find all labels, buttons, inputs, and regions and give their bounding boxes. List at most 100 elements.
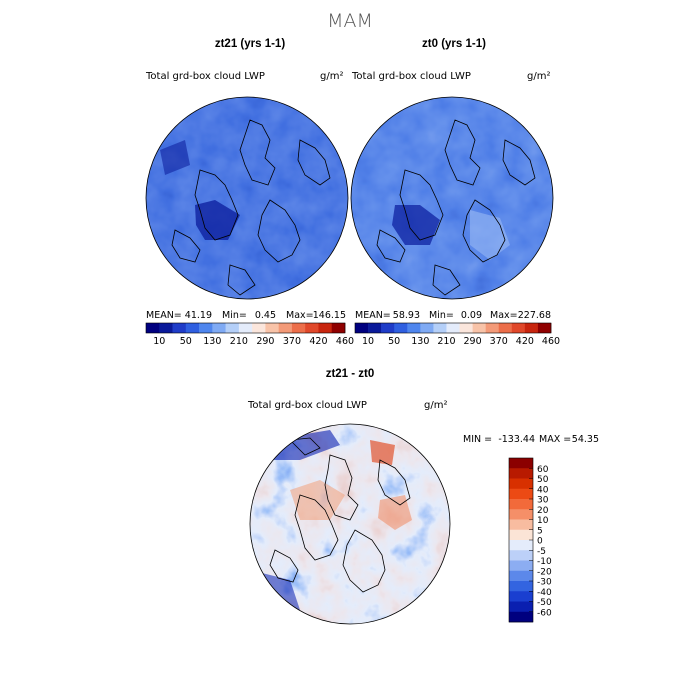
panel1-mean: 41.19: [185, 310, 212, 321]
colorbar-tick-label: -20: [537, 567, 552, 577]
colorbar-tick-label: 460: [336, 336, 354, 347]
colorbar-swatch: [509, 591, 533, 602]
colorbar-tick-label: 290: [464, 336, 482, 347]
colorbar-swatch: [265, 323, 279, 333]
panel2-coastlines: [376, 119, 536, 296]
panel1-units: g/m²: [320, 71, 343, 82]
panel3-subtitle: Total grd-box cloud LWP: [247, 400, 367, 411]
panel2-subtitle: Total grd-box cloud LWP: [351, 71, 471, 82]
panel3-map-border: [249, 423, 451, 625]
panel-zt21: zt21 (yrs 1-1) Total grd-box cloud LWP g…: [145, 38, 354, 347]
colorbar-swatch: [433, 323, 447, 333]
colorbar-swatch: [485, 323, 500, 333]
colorbar-swatch: [509, 611, 533, 623]
panel-difference: zt21 - zt0 Total grd-box cloud LWP g/m² …: [247, 368, 599, 625]
panel2-mean-label: MEAN=: [355, 310, 391, 321]
panel2-title: zt0 (yrs 1-1): [422, 38, 486, 50]
panel3-coastlines: [269, 437, 411, 593]
colorbar-swatch: [185, 323, 200, 333]
colorbar-tick-label: 50: [180, 336, 192, 347]
panel2-light-region: [470, 210, 510, 260]
colorbar-tick-label: 20: [537, 506, 549, 516]
colorbar-tick-label: -40: [537, 588, 552, 598]
colorbar-tick-label: 0: [537, 537, 543, 547]
colorbar-swatch: [509, 560, 533, 572]
panel2-mean: 58.93: [393, 310, 420, 321]
panel3-title: zt21 - zt0: [326, 368, 375, 380]
panel3-min: -133.44: [498, 434, 535, 445]
panel-zt0: zt0 (yrs 1-1) Total grd-box cloud LWP g/…: [350, 38, 560, 347]
colorbar-swatch: [509, 488, 533, 500]
panel3-cool-region: [265, 430, 340, 460]
colorbar-tick-label: -5: [537, 547, 546, 557]
colorbar-swatch: [509, 529, 533, 541]
colorbar-swatch: [509, 478, 533, 490]
colorbar-tick-label: 50: [388, 336, 400, 347]
colorbar-swatch: [159, 323, 173, 333]
panel2-colorbar: 10 50 130 210 290 370 420 460: [354, 322, 560, 347]
panel1-title: zt21 (yrs 1-1): [215, 38, 285, 50]
colorbar-swatch: [509, 499, 533, 510]
panel1-map: [146, 97, 348, 299]
colorbar-swatch: [420, 323, 434, 333]
colorbar-swatch: [381, 323, 395, 333]
colorbar-tick-label: 290: [256, 336, 274, 347]
colorbar-tick-label: 10: [537, 516, 549, 526]
colorbar-swatch: [212, 323, 226, 333]
panel1-map-border: [145, 96, 349, 300]
colorbar-tick-label: 30: [537, 496, 549, 506]
colorbar-tick-label: -60: [537, 608, 552, 618]
colorbar-tick-label: 60: [537, 465, 549, 475]
colorbar-swatch: [498, 323, 513, 333]
colorbar-tick-label: 210: [437, 336, 455, 347]
panel1-max: 146.15: [313, 310, 346, 321]
colorbar-swatch: [509, 468, 533, 479]
colorbar-swatch: [225, 323, 240, 333]
panel1-dark-region: [160, 140, 190, 175]
colorbar-tick-label: 10: [362, 336, 374, 347]
colorbar-swatch: [305, 323, 319, 333]
figure-title: MAM: [327, 10, 373, 32]
panel2-map-border: [350, 96, 554, 300]
colorbar-swatch: [407, 323, 421, 333]
panel1-min-label: Min=: [222, 310, 247, 321]
colorbar-swatch: [291, 323, 306, 333]
colorbar-swatch: [459, 323, 473, 333]
colorbar-swatch: [472, 323, 486, 333]
colorbar-swatch: [511, 323, 526, 333]
panel2-max: 227.68: [518, 310, 551, 321]
colorbar-swatch: [368, 323, 382, 333]
colorbar-swatch: [318, 323, 333, 333]
panel2-units: g/m²: [527, 71, 550, 82]
colorbar-swatch: [238, 323, 253, 333]
panel1-max-label: Max=: [286, 310, 314, 321]
colorbar-swatch: [509, 550, 533, 561]
colorbar-tick-label: -30: [537, 578, 552, 588]
panel1-min: 0.45: [255, 310, 276, 321]
colorbar-swatch: [537, 323, 552, 333]
colorbar-tick-label: 210: [230, 336, 248, 347]
colorbar-tick-label: 130: [411, 336, 429, 347]
colorbar-swatch: [199, 323, 213, 333]
colorbar-swatch: [278, 323, 293, 333]
colorbar-frame: [354, 322, 552, 334]
colorbar-tick-label: 10: [153, 336, 165, 347]
colorbar-tick-label: 40: [537, 485, 549, 495]
panel2-map: [351, 97, 553, 299]
panel3-max: 54.35: [572, 434, 599, 445]
colorbar-swatch: [172, 323, 187, 333]
colorbar-swatch: [509, 581, 533, 592]
colorbar-frame: [145, 322, 346, 334]
panel3-warm-region: [370, 440, 395, 465]
colorbar-tick-label: 50: [537, 475, 549, 485]
colorbar-tick-label: 130: [203, 336, 221, 347]
colorbar-swatch: [252, 323, 266, 333]
panel3-map: [250, 424, 450, 624]
panel3-min-label: MIN =: [463, 434, 492, 445]
colorbar-swatch: [509, 509, 533, 520]
colorbar-swatch: [509, 570, 533, 582]
colorbar-tick-label: 5: [537, 526, 543, 536]
panel2-dark-region: [392, 205, 440, 245]
colorbar-swatch: [509, 519, 533, 531]
colorbar-tick-label: 420: [516, 336, 534, 347]
